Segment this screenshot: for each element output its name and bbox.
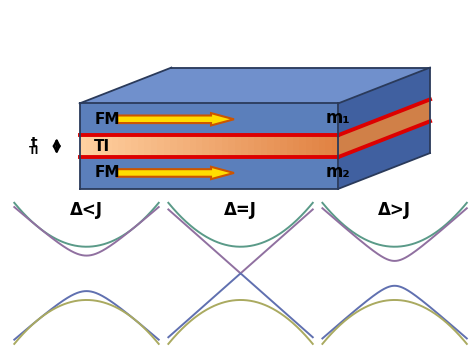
Polygon shape	[338, 67, 430, 135]
Polygon shape	[118, 135, 125, 157]
Polygon shape	[319, 135, 325, 157]
Polygon shape	[215, 135, 222, 157]
Text: FM: FM	[94, 165, 120, 180]
Polygon shape	[112, 135, 118, 157]
Polygon shape	[80, 103, 338, 135]
Polygon shape	[106, 135, 112, 157]
Polygon shape	[80, 157, 338, 189]
Text: FM: FM	[94, 112, 120, 127]
Text: m₂: m₂	[326, 163, 350, 181]
Polygon shape	[267, 135, 273, 157]
Polygon shape	[80, 67, 430, 103]
Polygon shape	[338, 99, 430, 157]
Polygon shape	[209, 135, 215, 157]
Polygon shape	[300, 135, 306, 157]
Polygon shape	[286, 135, 293, 157]
Polygon shape	[170, 135, 177, 157]
Polygon shape	[125, 135, 131, 157]
Text: Δ=J: Δ=J	[224, 201, 257, 219]
Polygon shape	[254, 135, 261, 157]
Polygon shape	[92, 135, 99, 157]
Polygon shape	[228, 135, 235, 157]
Polygon shape	[183, 135, 190, 157]
Polygon shape	[293, 135, 300, 157]
Text: m₁: m₁	[326, 109, 350, 127]
Polygon shape	[80, 135, 86, 157]
Polygon shape	[151, 135, 157, 157]
Text: TI: TI	[94, 138, 110, 154]
Text: Δ<J: Δ<J	[70, 201, 103, 219]
FancyArrow shape	[117, 113, 234, 125]
Polygon shape	[86, 135, 92, 157]
Polygon shape	[325, 135, 332, 157]
Polygon shape	[99, 135, 106, 157]
Polygon shape	[261, 135, 267, 157]
Polygon shape	[131, 135, 138, 157]
Polygon shape	[80, 121, 430, 157]
Text: Δ>J: Δ>J	[378, 201, 411, 219]
Polygon shape	[164, 135, 170, 157]
Text: t: t	[30, 136, 37, 150]
Polygon shape	[248, 135, 254, 157]
Polygon shape	[144, 135, 151, 157]
Polygon shape	[202, 135, 209, 157]
Polygon shape	[157, 135, 164, 157]
Polygon shape	[196, 135, 202, 157]
Polygon shape	[222, 135, 228, 157]
Polygon shape	[138, 135, 144, 157]
Polygon shape	[241, 135, 248, 157]
Polygon shape	[80, 99, 430, 135]
Polygon shape	[190, 135, 196, 157]
Polygon shape	[273, 135, 280, 157]
Polygon shape	[280, 135, 286, 157]
Text: TI: TI	[28, 146, 39, 156]
Polygon shape	[306, 135, 312, 157]
Polygon shape	[332, 135, 338, 157]
Polygon shape	[338, 121, 430, 189]
Polygon shape	[177, 135, 183, 157]
Polygon shape	[80, 135, 338, 157]
Polygon shape	[312, 135, 319, 157]
FancyArrow shape	[117, 167, 234, 179]
Polygon shape	[235, 135, 241, 157]
